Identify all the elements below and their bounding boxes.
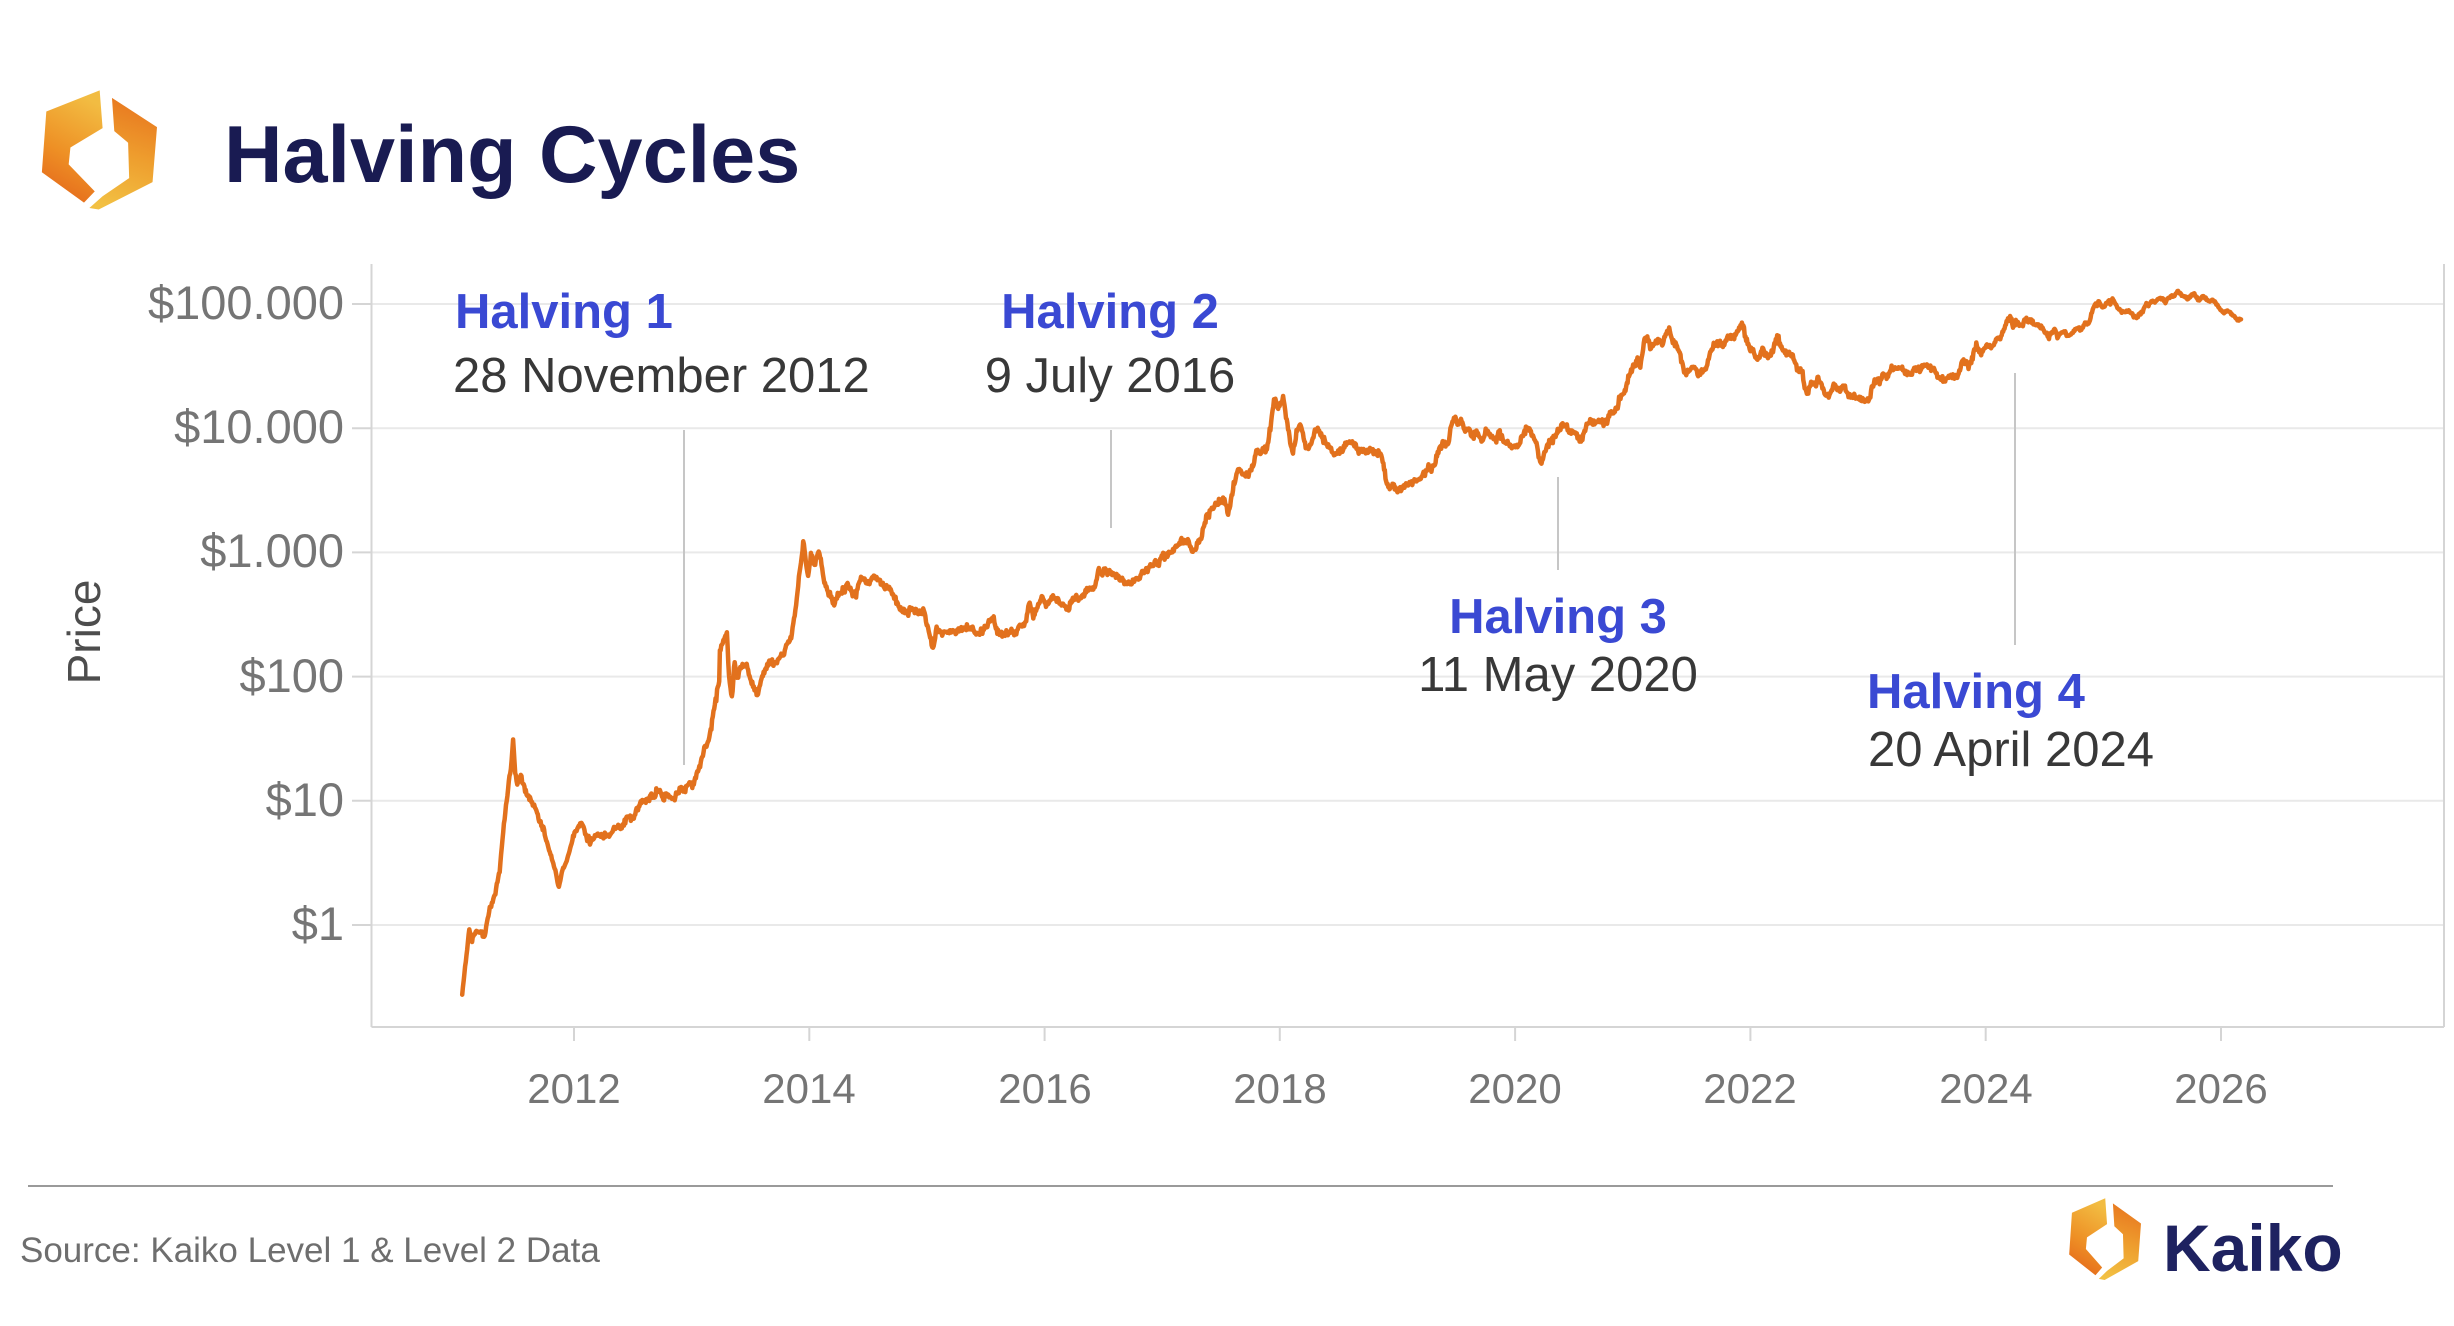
svg-text:Halving 3: Halving 3	[1449, 590, 1667, 644]
svg-text:Halving 1: Halving 1	[455, 285, 673, 339]
svg-text:Price: Price	[58, 580, 110, 685]
svg-text:$1: $1	[292, 897, 344, 950]
svg-text:Halving 4: Halving 4	[1867, 665, 2085, 719]
svg-text:2012: 2012	[527, 1065, 620, 1112]
svg-text:Source: Kaiko Level 1 & Level: Source: Kaiko Level 1 & Level 2 Data	[20, 1231, 600, 1270]
svg-text:Kaiko: Kaiko	[2163, 1211, 2343, 1285]
svg-text:2022: 2022	[1703, 1065, 1796, 1112]
svg-text:2018: 2018	[1233, 1065, 1326, 1112]
svg-text:28 November 2012: 28 November 2012	[453, 349, 870, 403]
svg-text:$100.000: $100.000	[148, 276, 344, 329]
svg-text:2026: 2026	[2174, 1065, 2267, 1112]
svg-text:2024: 2024	[1939, 1065, 2032, 1112]
svg-text:$10.000: $10.000	[174, 400, 344, 453]
svg-text:2020: 2020	[1468, 1065, 1561, 1112]
svg-text:9 July 2016: 9 July 2016	[985, 349, 1236, 403]
svg-text:$10: $10	[266, 773, 344, 826]
svg-text:20 April 2024: 20 April 2024	[1868, 723, 2154, 777]
svg-text:$1.000: $1.000	[200, 524, 344, 577]
svg-text:2014: 2014	[762, 1065, 855, 1112]
svg-text:Halving Cycles: Halving Cycles	[224, 110, 800, 200]
svg-text:Halving 2: Halving 2	[1001, 285, 1219, 339]
svg-text:11 May 2020: 11 May 2020	[1418, 648, 1698, 702]
svg-text:$100: $100	[239, 649, 344, 702]
svg-text:2016: 2016	[998, 1065, 1091, 1112]
